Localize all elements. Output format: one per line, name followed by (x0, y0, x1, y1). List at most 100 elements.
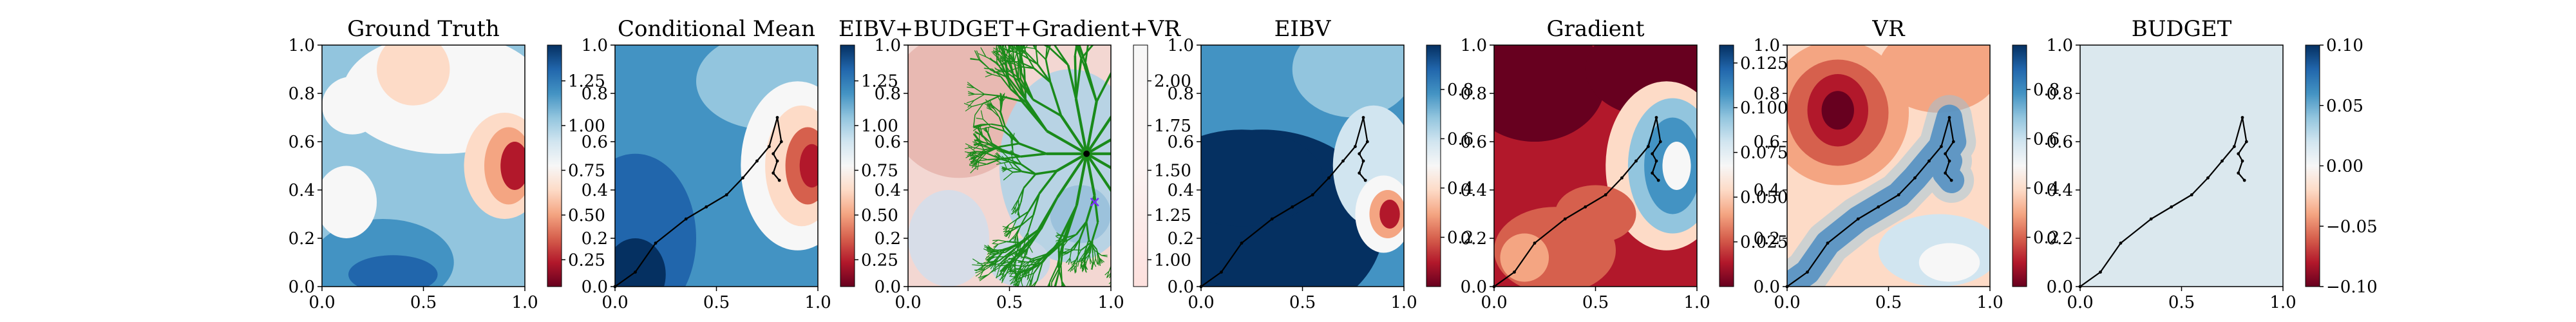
tree-branch (1060, 238, 1068, 241)
tree-branch (1195, 56, 1201, 62)
tree-branch (1194, 58, 1200, 63)
path-point (1358, 152, 1361, 156)
tree-branch (1068, 0, 1072, 11)
tree-branch (1046, 0, 1052, 10)
tree-branch (1092, 252, 1094, 263)
tree-branch (1182, 105, 1195, 106)
tree-branch (1054, 290, 1057, 304)
tree-branch (1115, 267, 1119, 278)
x-tick-label: 0.5 (1289, 293, 1316, 312)
tree-branch (1157, 270, 1163, 279)
tree-branch (1012, 251, 1019, 257)
tree-branch (993, 52, 1000, 56)
path-point (1944, 152, 1947, 156)
tree-branch (1005, 242, 1021, 250)
panel-title: Ground Truth (347, 16, 500, 42)
panel-conditional-mean: Conditional Mean 0.0 0.5 1.0 0.0 0.2 0.4 0.6 0.8… (582, 16, 898, 312)
tree-branch (1085, 221, 1090, 240)
y-tick-label: 0.6 (1168, 133, 1194, 152)
tree-branch (1012, 45, 1014, 52)
tree-branch (1164, 227, 1166, 233)
tree-branch (1130, 5, 1140, 17)
tree-branch (1127, 0, 1128, 3)
tree-branch (1080, 45, 1094, 59)
tree-branch (978, 152, 987, 162)
y-tick-label: 0.6 (582, 133, 608, 152)
tree-branch (1112, 191, 1133, 220)
y-tick-label: 0.2 (289, 229, 315, 249)
tree-branch (1074, 99, 1088, 155)
tree-branch (1023, 69, 1027, 100)
tree-branch (1061, 0, 1064, 8)
colorbar-tick-label: 0.25 (568, 251, 605, 270)
y-tick-label: 0.2 (582, 229, 608, 249)
tree-branch (1071, 259, 1077, 266)
tree-branch (1036, 255, 1048, 267)
tree-branch (980, 126, 983, 136)
tree-branch (1077, 239, 1081, 255)
tree-branch (1075, 6, 1082, 12)
tree-branch (1008, 269, 1018, 272)
colorbar-tick-label: 0.25 (861, 251, 898, 270)
tree-branch (972, 141, 980, 146)
tree-branch (1119, 274, 1121, 280)
colorbar-tick-label: 1.00 (1154, 251, 1191, 270)
y-tick-label: 0.6 (1461, 133, 1487, 152)
y-tick-label: 1.0 (2047, 36, 2073, 55)
tree-branch (1139, 0, 1144, 6)
tree-branch (972, 125, 981, 131)
tree-branch (1016, 45, 1018, 50)
tree-branch (1084, 45, 1089, 68)
tree-branch (1059, 115, 1088, 155)
tree-branch (1051, 0, 1054, 3)
tree-branch (999, 142, 1019, 148)
field-blob (377, 45, 450, 106)
tree-branch (1077, 260, 1080, 267)
path-point (634, 270, 637, 274)
tree-branch (1150, 0, 1159, 4)
y-tick-label: 0.0 (2047, 278, 2073, 297)
tree-branch (1018, 281, 1021, 287)
tree-branch (1028, 286, 1030, 287)
tree-branch (1005, 265, 1014, 269)
tree-branch (1025, 291, 1028, 300)
colorbar (2305, 44, 2320, 287)
tree-branch (1064, 0, 1066, 8)
tree-branch (1063, 3, 1070, 8)
path-point (1647, 145, 1650, 148)
tree-branch (1067, 290, 1074, 294)
tree-branch (1039, 304, 1048, 310)
tree-branch (994, 50, 1001, 56)
tree-branch (987, 251, 994, 252)
tree-branch (1023, 173, 1037, 189)
tree-branch (1018, 142, 1047, 155)
tree-branch (1004, 126, 1020, 144)
tree-branch (1056, 153, 1088, 198)
panel-vr: VR 0.0 0.5 1.0 0.0 0.2 0.4 0.6 0.8 1.0 0.2 0.4 0.6 0.… (1754, 16, 2060, 312)
tree-branch (1005, 160, 1010, 163)
y-tick-label: 0.8 (1168, 84, 1194, 104)
tree-branch (993, 47, 1001, 53)
path-point (1634, 159, 1638, 163)
tree-branch (992, 50, 999, 59)
tree-branch (1157, 232, 1160, 239)
colorbar-tick-label: −0.10 (2326, 278, 2378, 297)
tree-branch (1006, 160, 1014, 164)
colorbar-tick-label: 0.10 (2326, 36, 2363, 55)
tree-branch (1004, 162, 1007, 169)
tree-branch (1121, 265, 1126, 277)
x-tick-label: 1.0 (1390, 293, 1417, 312)
tree-branch (1086, 0, 1095, 3)
tree-branch (1048, 0, 1052, 4)
tree-branch (972, 152, 979, 158)
field-blob (500, 142, 525, 190)
tree-branch (1099, 8, 1103, 14)
tree-branch (1068, 258, 1071, 265)
tree-branch (992, 52, 999, 59)
tree-branch (1061, 280, 1065, 287)
tree-branch (1191, 66, 1201, 72)
colorbar-tick-label: 0.2 (1447, 228, 1473, 247)
tree-branch (967, 100, 975, 108)
y-tick-label: 0.0 (1754, 278, 1780, 297)
tree-branch (1001, 157, 1007, 161)
